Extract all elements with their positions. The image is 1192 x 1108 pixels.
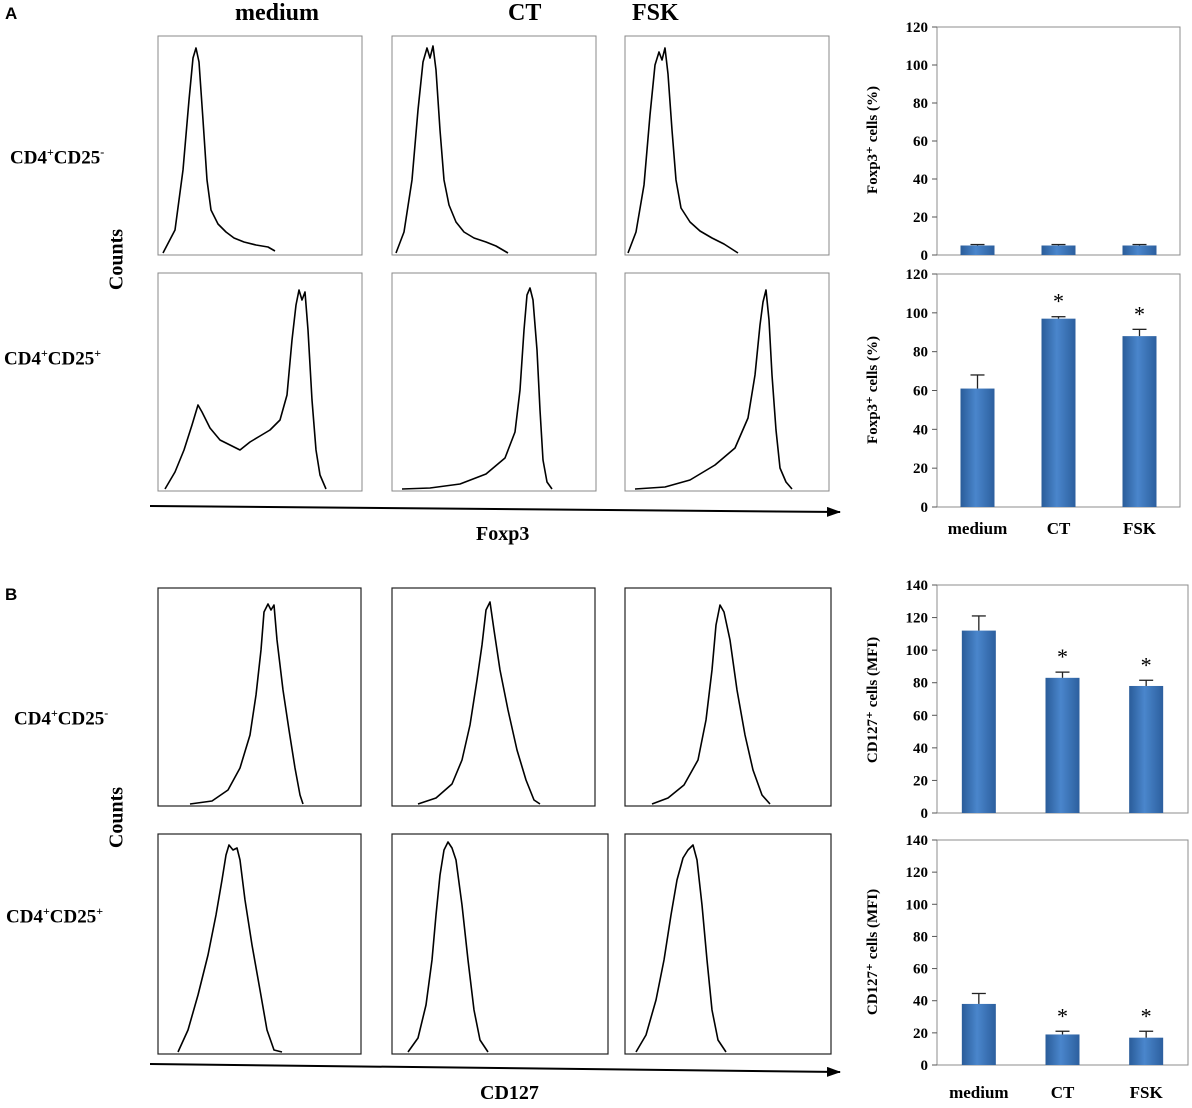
panel-letter-a: A — [5, 4, 18, 23]
row-label-cd25-negative-a: CD4+CD25- — [10, 145, 105, 169]
bar-fsk — [1129, 685, 1164, 813]
x-tick-label-medium: medium — [948, 519, 1008, 538]
x-tick-label-fsk: FSK — [1130, 1083, 1164, 1102]
histogram-b-medium-cd25pos — [177, 844, 283, 1053]
bar-medium — [960, 245, 995, 255]
y-tick-label: 100 — [906, 58, 929, 74]
significance-marker: * — [1057, 644, 1068, 669]
bar-charts: 0 20 40 60 80 100 120 Foxp3⁺ cells (%) 0 20 40 60 80… — [865, 20, 1189, 1102]
y-tick-label: 20 — [913, 1026, 928, 1042]
y-tick-label: 20 — [913, 461, 928, 477]
y-tick-label: 120 — [906, 865, 929, 881]
y-tick-label: 100 — [906, 897, 929, 913]
bar-ct — [1045, 1034, 1080, 1065]
bar-medium — [961, 630, 996, 813]
panel-letter-b: B — [5, 585, 18, 604]
histogram-xaxis-arrow-a — [149, 505, 841, 517]
histogram-a-ct-cd25neg — [395, 45, 509, 254]
y-tick-label: 0 — [921, 1058, 929, 1074]
y-tick-label: 120 — [906, 267, 929, 283]
y-axis-label: Foxp3⁺ cells (%) — [865, 336, 881, 444]
y-tick-label: 40 — [913, 172, 928, 188]
y-tick-label: 140 — [906, 578, 929, 594]
significance-marker: * — [1141, 652, 1152, 677]
x-tick-label-ct: CT — [1047, 519, 1071, 538]
bar-ct — [1041, 245, 1076, 255]
histogram-a-fsk-cd25pos — [634, 289, 793, 490]
y-tick-label: 0 — [921, 806, 929, 822]
x-tick-label-ct: CT — [1051, 1083, 1075, 1102]
y-tick-label: 20 — [913, 210, 928, 226]
histogram-b-medium-cd25neg — [189, 603, 304, 805]
y-tick-label: 60 — [913, 962, 928, 978]
histogram-b-ct-cd25neg — [417, 601, 541, 805]
y-tick-label: 40 — [913, 741, 928, 757]
y-tick-label: 100 — [906, 306, 929, 322]
y-tick-label: 80 — [913, 929, 928, 945]
y-tick-label: 120 — [906, 20, 929, 36]
y-tick-label: 80 — [913, 676, 928, 692]
histogram-a-fsk-cd25neg — [627, 47, 739, 254]
histogram-xlabel-a: Foxp3 — [476, 523, 530, 545]
y-tick-label: 40 — [913, 422, 928, 438]
y-tick-label: 140 — [906, 833, 929, 849]
bar-chart-a-top: 0 20 40 60 80 100 120 Foxp3⁺ cells (%) — [865, 20, 1181, 264]
y-tick-label: 60 — [913, 384, 928, 400]
bar-medium — [960, 388, 995, 507]
histogram-a-medium-cd25neg — [162, 47, 276, 254]
row-label-cd25-negative-b: CD4+CD25- — [14, 706, 109, 730]
bar-ct — [1041, 318, 1076, 507]
plot-frame — [936, 26, 1181, 256]
x-tick-label-fsk: FSK — [1123, 519, 1157, 538]
y-tick-label: 80 — [913, 96, 928, 112]
histogram-b-ct-cd25pos — [407, 841, 489, 1053]
row-label-cd25-positive-a: CD4+CD25+ — [4, 346, 102, 370]
histogram-a-medium-cd25pos — [164, 289, 327, 490]
y-tick-label: 120 — [906, 611, 929, 627]
column-header-medium: medium — [235, 0, 319, 26]
histogram-frames-a — [157, 35, 830, 492]
y-tick-label: 60 — [913, 134, 928, 150]
column-header-fsk: FSK — [632, 0, 679, 26]
row-label-cd25-positive-b: CD4+CD25+ — [6, 904, 104, 928]
x-tick-label-medium: medium — [949, 1083, 1009, 1102]
histogram-b-fsk-cd25neg — [651, 604, 771, 805]
bar-chart-b-bottom: 0 20 40 60 80 100 120 140 CD127⁺ cells (MFI) medi… — [865, 833, 1189, 1102]
histogram-a-ct-cd25pos — [401, 287, 553, 490]
bar-ct — [1045, 677, 1080, 813]
column-header-ct: CT — [508, 0, 542, 26]
y-tick-label: 40 — [913, 994, 928, 1010]
y-tick-label: 0 — [921, 500, 929, 516]
bar-fsk — [1122, 336, 1157, 507]
y-axis-label: CD127⁺ cells (MFI) — [865, 637, 881, 763]
bar-chart-a-bottom: 0 20 40 60 80 100 120 Foxp3⁺ cells (%) medium * CT… — [865, 267, 1181, 538]
bar-chart-b-top: 0 20 40 60 80 100 120 140 CD127⁺ cells (MFI) * * — [865, 578, 1189, 822]
histogram-frames-b — [157, 587, 832, 1055]
y-tick-label: 100 — [906, 643, 929, 659]
bar-fsk — [1129, 1037, 1164, 1065]
histogram-xlabel-b: CD127 — [480, 1082, 539, 1104]
significance-marker: * — [1134, 301, 1145, 326]
y-axis-label: Foxp3⁺ cells (%) — [865, 86, 881, 194]
significance-marker: * — [1057, 1003, 1068, 1028]
y-tick-label: 20 — [913, 773, 928, 789]
significance-marker: * — [1053, 289, 1064, 314]
significance-marker: * — [1141, 1003, 1152, 1028]
y-axis-label: CD127⁺ cells (MFI) — [865, 889, 881, 1015]
bar-medium — [961, 1003, 996, 1065]
y-tick-label: 80 — [913, 345, 928, 361]
y-tick-label: 0 — [921, 248, 929, 264]
bar-fsk — [1122, 245, 1157, 255]
histogram-xaxis-arrow-b — [149, 1063, 841, 1077]
histogram-b-fsk-cd25pos — [635, 844, 727, 1053]
y-tick-label: 60 — [913, 708, 928, 724]
